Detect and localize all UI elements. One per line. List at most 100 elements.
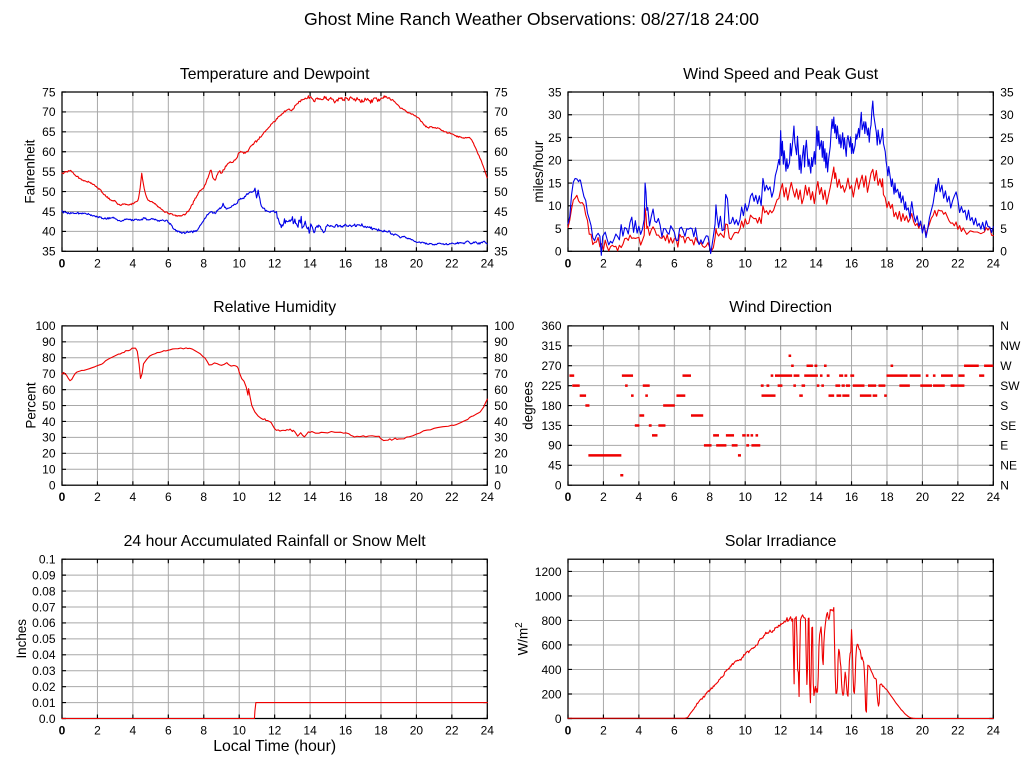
svg-text:0.0: 0.0 [39,712,56,726]
svg-text:22: 22 [951,256,965,270]
svg-text:10: 10 [548,199,562,213]
svg-text:55: 55 [494,165,508,179]
svg-text:14: 14 [303,256,317,270]
svg-text:12: 12 [268,256,282,270]
svg-text:8: 8 [706,256,713,270]
svg-text:2: 2 [600,490,607,504]
svg-text:35: 35 [1000,85,1014,99]
svg-text:16: 16 [339,490,353,504]
svg-text:20: 20 [1000,154,1014,168]
svg-text:6: 6 [671,724,678,738]
svg-text:45: 45 [42,205,56,219]
svg-text:65: 65 [42,125,56,139]
svg-text:16: 16 [339,256,353,270]
svg-text:80: 80 [494,351,508,365]
svg-text:50: 50 [42,185,56,199]
svg-text:70: 70 [494,367,508,381]
svg-text:8: 8 [200,490,207,504]
svg-text:2: 2 [94,490,101,504]
svg-text:Temperature and Dewpoint: Temperature and Dewpoint [180,66,370,83]
svg-text:90: 90 [494,335,508,349]
svg-text:45: 45 [494,205,508,219]
svg-text:12: 12 [268,724,282,738]
svg-text:0: 0 [565,490,572,504]
svg-text:20: 20 [410,724,424,738]
svg-text:10: 10 [494,463,508,477]
svg-text:800: 800 [541,614,561,628]
svg-text:0: 0 [555,712,562,726]
svg-text:90: 90 [548,439,562,453]
svg-text:10: 10 [42,463,56,477]
svg-text:N: N [1000,479,1009,493]
svg-text:Inches: Inches [14,619,29,659]
svg-text:18: 18 [880,490,894,504]
svg-text:0.01: 0.01 [32,696,56,710]
svg-text:4: 4 [636,490,643,504]
svg-text:6: 6 [671,256,678,270]
svg-text:0: 0 [59,256,66,270]
svg-text:W/m2: W/m2 [514,622,531,656]
svg-text:2: 2 [94,724,101,738]
svg-text:4: 4 [130,724,137,738]
svg-text:10: 10 [233,724,247,738]
svg-text:0: 0 [565,256,572,270]
svg-text:22: 22 [445,490,459,504]
svg-text:22: 22 [445,724,459,738]
svg-text:15: 15 [1000,176,1014,190]
svg-text:N: N [1000,319,1009,333]
svg-text:Wind Direction: Wind Direction [729,299,832,316]
svg-text:12: 12 [774,256,788,270]
svg-text:18: 18 [374,724,388,738]
svg-text:14: 14 [303,724,317,738]
svg-text:6: 6 [165,724,172,738]
svg-text:24: 24 [987,490,1001,504]
svg-text:14: 14 [809,256,823,270]
svg-text:NE: NE [1000,459,1017,473]
svg-text:2: 2 [600,724,607,738]
svg-text:50: 50 [494,399,508,413]
svg-text:Ghost Mine Ranch Weather Obser: Ghost Mine Ranch Weather Observations: 0… [304,9,759,29]
svg-text:12: 12 [774,724,788,738]
svg-text:0.07: 0.07 [32,600,56,614]
svg-text:0: 0 [1000,245,1007,259]
svg-text:10: 10 [1000,199,1014,213]
svg-text:5: 5 [1000,222,1007,236]
svg-text:30: 30 [42,431,56,445]
svg-text:Wind Speed and Peak Gust: Wind Speed and Peak Gust [683,66,879,83]
svg-text:12: 12 [774,490,788,504]
svg-text:4: 4 [636,724,643,738]
svg-text:18: 18 [374,256,388,270]
svg-text:0.08: 0.08 [32,584,56,598]
svg-text:0.06: 0.06 [32,616,56,630]
svg-text:35: 35 [548,85,562,99]
svg-text:16: 16 [845,256,859,270]
svg-text:NW: NW [1000,339,1021,353]
svg-text:600: 600 [541,638,561,652]
svg-text:S: S [1000,399,1008,413]
svg-text:55: 55 [42,165,56,179]
svg-text:16: 16 [339,724,353,738]
svg-text:60: 60 [494,145,508,159]
svg-text:0: 0 [49,479,56,493]
svg-text:16: 16 [845,724,859,738]
svg-text:0: 0 [59,490,66,504]
svg-text:Relative Humidity: Relative Humidity [213,299,336,316]
svg-text:0: 0 [59,724,66,738]
svg-text:70: 70 [42,367,56,381]
svg-text:50: 50 [494,185,508,199]
svg-text:8: 8 [706,724,713,738]
svg-text:35: 35 [42,245,56,259]
svg-text:4: 4 [636,256,643,270]
svg-text:SE: SE [1000,419,1016,433]
svg-text:65: 65 [494,125,508,139]
svg-text:8: 8 [706,490,713,504]
svg-text:18: 18 [880,256,894,270]
svg-text:270: 270 [541,359,561,373]
svg-text:10: 10 [739,256,753,270]
svg-text:24: 24 [481,256,495,270]
svg-text:14: 14 [809,724,823,738]
svg-text:200: 200 [541,687,561,701]
svg-text:W: W [1000,359,1012,373]
svg-text:Fahrenheit: Fahrenheit [23,139,38,203]
svg-text:18: 18 [374,490,388,504]
